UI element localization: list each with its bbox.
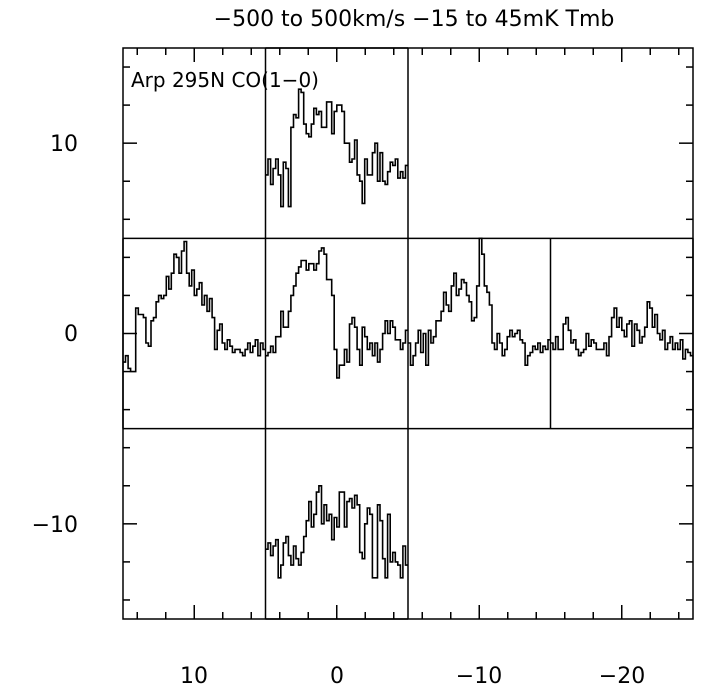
spectrum-east — [408, 237, 551, 366]
x-tick-label: −10 — [456, 664, 502, 689]
panel-label: Arp 295N CO(1−0) — [131, 68, 319, 92]
spectrum-center — [265, 247, 408, 379]
x-tick-label: −20 — [599, 664, 645, 689]
spectrum-west — [123, 240, 266, 373]
spectrum-south — [265, 485, 408, 579]
y-tick-label: −10 — [32, 513, 78, 538]
spectrum-north — [265, 88, 408, 208]
y-tick-label: 0 — [64, 322, 78, 347]
y-tick-label: 10 — [50, 132, 78, 157]
chart-title: −500 to 500km/s −15 to 45mK Tmb — [214, 7, 615, 32]
x-tick-label: 10 — [180, 664, 208, 689]
x-tick-label: 0 — [330, 664, 344, 689]
spectrum-far-east — [550, 301, 693, 360]
